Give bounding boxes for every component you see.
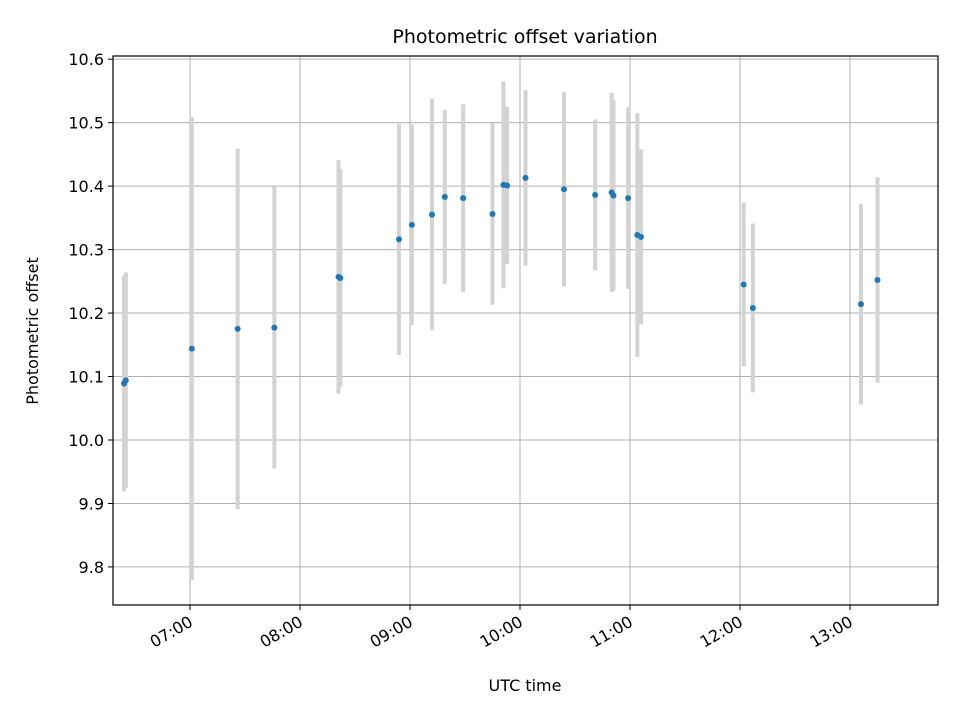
- data-point: [592, 191, 599, 198]
- data-point: [638, 233, 644, 240]
- data-point: [489, 211, 496, 218]
- y-tick-label: 10.4: [68, 177, 104, 196]
- data-point: [858, 301, 864, 308]
- data-point: [504, 182, 511, 189]
- data-point: [188, 345, 195, 352]
- y-axis: 9.8 9.9 10.0 10.1 10.2 10.3 10.4 10.5 10.6: [68, 50, 113, 577]
- data-points: [121, 174, 881, 387]
- y-tick-label: 10.0: [68, 431, 104, 450]
- y-tick-label: 10.6: [68, 50, 104, 69]
- data-point: [522, 174, 529, 181]
- y-tick-label: 9.8: [79, 558, 104, 577]
- data-point: [610, 192, 617, 199]
- data-point: [749, 304, 756, 311]
- data-point: [337, 275, 344, 282]
- y-tick-label: 10.2: [68, 304, 104, 323]
- data-point: [561, 186, 567, 193]
- y-tick-label: 10.5: [68, 114, 104, 133]
- chart-title: Photometric offset variation: [392, 26, 657, 48]
- data-point: [408, 221, 415, 228]
- data-point: [740, 281, 747, 288]
- plot-frame: [112, 55, 939, 606]
- data-point: [122, 377, 129, 384]
- data-point: [396, 236, 402, 243]
- y-tick-label: 10.1: [68, 368, 104, 387]
- data-point: [429, 211, 435, 218]
- data-point: [874, 277, 881, 284]
- data-point: [441, 193, 448, 200]
- data-point: [234, 325, 241, 332]
- data-point: [625, 195, 632, 202]
- y-axis-label: Photometric offset: [23, 257, 42, 405]
- y-tick-label: 9.9: [79, 494, 104, 513]
- data-point: [460, 195, 467, 202]
- y-tick-label: 10.3: [68, 241, 104, 260]
- data-point: [271, 324, 278, 331]
- x-axis-label: UTC time: [489, 676, 562, 695]
